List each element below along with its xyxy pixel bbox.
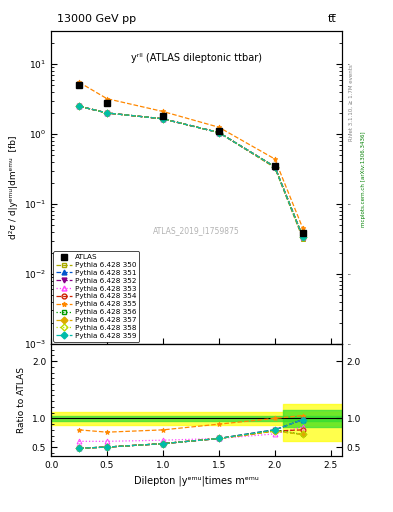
Text: ATLAS_2019_I1759875: ATLAS_2019_I1759875 [153,227,240,236]
Y-axis label: Ratio to ATLAS: Ratio to ATLAS [17,367,26,433]
Text: mcplots.cern.ch [arXiv:1306.3436]: mcplots.cern.ch [arXiv:1306.3436] [361,132,366,227]
Legend: ATLAS, Pythia 6.428 350, Pythia 6.428 351, Pythia 6.428 352, Pythia 6.428 353, P: ATLAS, Pythia 6.428 350, Pythia 6.428 35… [53,251,139,342]
Text: yʳˡˡ (ATLAS dileptonic ttbar): yʳˡˡ (ATLAS dileptonic ttbar) [131,53,262,62]
Bar [51,412,342,425]
Text: Rivet 3.1.10, ≥ 1.7M events: Rivet 3.1.10, ≥ 1.7M events [349,64,354,141]
Text: 13000 GeV pp: 13000 GeV pp [57,14,136,25]
X-axis label: Dilepton |yᵉᵐᵘ|times mᵉᵐᵘ: Dilepton |yᵉᵐᵘ|times mᵉᵐᵘ [134,475,259,485]
Y-axis label: d²σ / d|yᵉᵐᵘ|dmᵉᵐᵘ  [fb]: d²σ / d|yᵉᵐᵘ|dmᵉᵐᵘ [fb] [9,136,18,239]
Text: tt̅̅: tt̅̅ [327,14,336,25]
Bar [51,416,342,421]
